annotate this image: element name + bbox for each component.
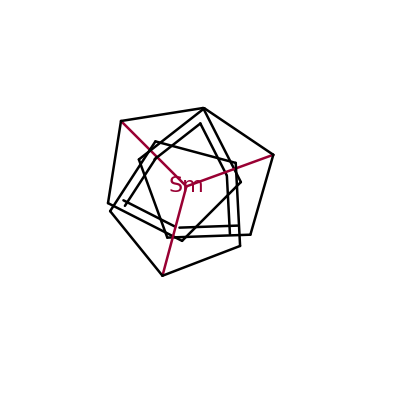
Text: Sm: Sm (168, 176, 204, 196)
